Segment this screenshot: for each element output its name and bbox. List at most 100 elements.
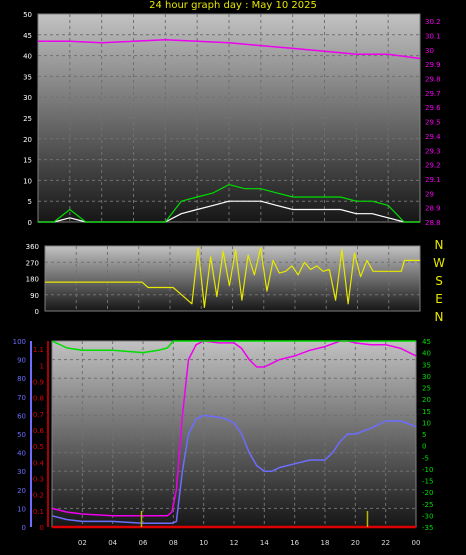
dir-y-tick-label-4: 360 <box>26 243 39 251</box>
temp-tick-label-11: 20 <box>422 396 431 404</box>
rain-tick-label-4: 0.4 <box>33 459 45 467</box>
rain-tick-label-11: 1.1 <box>33 346 44 354</box>
humidity-tick-label-8: 80 <box>17 375 26 383</box>
compass-label-west: W <box>433 256 445 270</box>
rain-tick-label-0: 0 <box>40 524 44 532</box>
y-tick-label-4: 20 <box>23 136 32 144</box>
y2-tick-label-3: 29.1 <box>425 176 441 184</box>
rain-tick-label-2: 0.2 <box>33 492 44 500</box>
temp-tick-label-7: 0 <box>422 443 426 451</box>
rain-tick-label-8: 0.8 <box>33 395 44 403</box>
humidity-tick-label-7: 70 <box>17 394 26 402</box>
y2-tick-label-4: 29.2 <box>425 162 441 170</box>
humidity-tick-label-6: 60 <box>17 412 26 420</box>
y-tick-label-0: 0 <box>28 219 32 227</box>
humidity-tick-label-9: 90 <box>17 357 26 365</box>
y2-tick-label-14: 30.2 <box>425 18 441 26</box>
y-tick-label-10: 50 <box>23 11 32 19</box>
y2-tick-label-0: 28.8 <box>425 219 441 227</box>
env-x-tick-label-5: 12 <box>230 539 239 547</box>
compass-label-north-2: N <box>434 310 444 324</box>
rain-tick-label-10: 1 <box>40 362 44 370</box>
temp-tick-label-6: -5 <box>422 454 429 462</box>
compass-label-east: E <box>435 292 443 306</box>
y-tick-label-3: 15 <box>23 157 32 165</box>
y2-tick-label-10: 29.8 <box>425 76 441 84</box>
y-tick-label-5: 25 <box>23 115 32 123</box>
compass-legend: N W S E N <box>432 236 446 326</box>
compass-label-south: S <box>435 274 443 288</box>
plot-frame <box>37 13 421 223</box>
env-x-tick-label-2: 06 <box>139 539 148 547</box>
y-tick-label-7: 35 <box>23 73 32 81</box>
env-x-tick-label-1: 04 <box>108 539 117 547</box>
rain-tick-label-9: 0.9 <box>33 378 44 386</box>
pressure-line <box>38 39 421 60</box>
page-title: 24 hour graph day : May 10 2025 <box>149 0 317 11</box>
temp-tick-label-5: -10 <box>422 466 433 474</box>
wind-direction-chart: 0 90 180 270 360 <box>26 243 421 316</box>
dir-y-tick-label-1: 90 <box>30 292 39 300</box>
wind-pressure-chart: 0 5 10 15 20 25 30 35 40 45 50 28.8 28.9 29 29.1 29.2 29… <box>23 11 441 227</box>
y2-tick-label-11: 29.9 <box>425 61 441 69</box>
compass-label-north: N <box>434 238 444 252</box>
temp-tick-label-13: 30 <box>422 373 431 381</box>
humidity-tick-label-10: 100 <box>13 338 26 346</box>
humidity-tick-label-4: 40 <box>17 450 26 458</box>
y2-tick-label-8: 29.6 <box>425 104 441 112</box>
rain-tick-label-6: 0.6 <box>33 427 45 435</box>
y-tick-label-6: 30 <box>23 94 32 102</box>
y2-tick-label-7: 29.5 <box>425 119 441 127</box>
temp-tick-label-0: -35 <box>422 524 433 532</box>
temp-tick-label-12: 25 <box>422 385 431 393</box>
env-x-tick-label-6: 14 <box>260 539 269 547</box>
env-x-tick-label-10: 22 <box>381 539 390 547</box>
humidity-tick-label-1: 10 <box>17 505 26 513</box>
humidity-temperature-chart: 010203040506070809010000.10.20.30.40.50.… <box>13 338 434 547</box>
wind_gust-line <box>38 184 420 223</box>
temp-tick-label-1: -30 <box>422 512 433 520</box>
env-x-tick-label-0: 02 <box>78 539 87 547</box>
temp-tick-label-2: -25 <box>422 501 433 509</box>
dir-y-tick-label-2: 180 <box>26 276 39 284</box>
humidity-tick-label-2: 20 <box>17 487 26 495</box>
env-x-tick-label-11: 00 <box>412 539 421 547</box>
direction-line <box>45 247 420 309</box>
y2-tick-label-12: 30 <box>425 47 434 55</box>
env-x-tick-label-7: 16 <box>290 539 299 547</box>
rain-tick-label-3: 0.3 <box>33 475 44 483</box>
temp-tick-label-16: 45 <box>422 338 431 346</box>
rain-tick-label-7: 0.7 <box>33 411 44 419</box>
temp-tick-label-10: 15 <box>422 408 431 416</box>
temp-tick-label-14: 35 <box>422 361 431 369</box>
temp-tick-label-8: 5 <box>422 431 426 439</box>
env-x-tick-label-8: 18 <box>321 539 330 547</box>
rain-tick-label-5: 0.5 <box>33 443 44 451</box>
env-x-tick-label-3: 08 <box>169 539 178 547</box>
dir-y-tick-label-0: 0 <box>35 308 39 316</box>
y2-tick-label-9: 29.7 <box>425 90 441 98</box>
temp-tick-label-3: -20 <box>422 489 433 497</box>
humidity-tick-label-3: 30 <box>17 468 26 476</box>
dir-plot-frame <box>44 245 421 312</box>
temp-tick-label-9: 10 <box>422 419 431 427</box>
dir-y-tick-label-3: 270 <box>26 259 39 267</box>
y-tick-label-2: 10 <box>23 177 32 185</box>
y2-tick-label-5: 29.3 <box>425 147 441 155</box>
y-tick-label-1: 5 <box>28 198 32 206</box>
dewpoint-line <box>51 340 416 354</box>
temp-tick-label-4: -15 <box>422 478 433 486</box>
humidity-line <box>51 414 417 525</box>
env-x-tick-label-4: 10 <box>199 539 208 547</box>
humidity-tick-label-5: 50 <box>17 431 26 439</box>
y2-tick-label-2: 29 <box>425 190 434 198</box>
y2-tick-label-1: 28.9 <box>425 205 441 213</box>
y-tick-label-8: 40 <box>23 53 32 61</box>
env-x-tick-label-9: 20 <box>351 539 360 547</box>
y2-tick-label-13: 30.1 <box>425 33 441 41</box>
y2-tick-label-6: 29.4 <box>425 133 441 141</box>
temp-tick-label-15: 40 <box>422 350 431 358</box>
humidity-tick-label-0: 0 <box>22 524 26 532</box>
rain-tick-label-1: 0.1 <box>33 508 44 516</box>
y-tick-label-9: 45 <box>23 32 32 40</box>
